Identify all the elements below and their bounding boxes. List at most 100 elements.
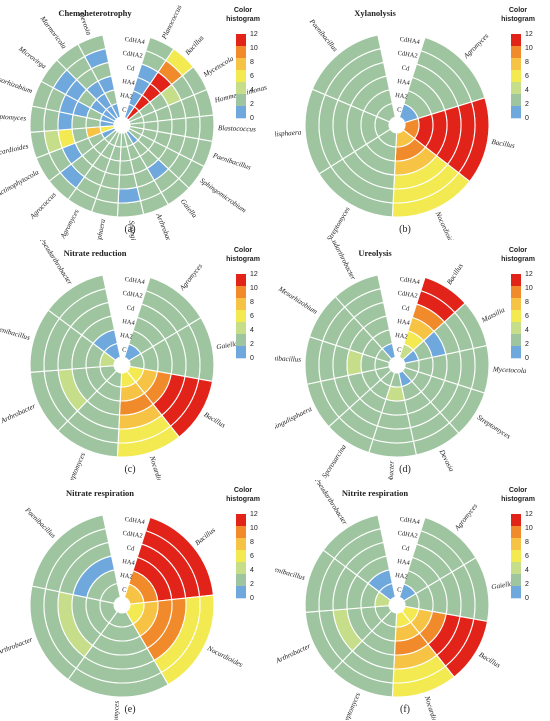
category-label: Streptomyces (340, 691, 363, 720)
chart-title: Chemoheterotrophy (58, 8, 132, 18)
chart-marks: Bacillus Nocardioides Streptomyces Arthroba… (0, 505, 244, 720)
ring-label: HA4 (122, 78, 136, 87)
legend-swatch (236, 346, 246, 359)
legend-tick: 2 (525, 101, 529, 108)
legend-swatch (236, 550, 246, 563)
legend-tick: 0 (525, 115, 529, 122)
legend-swatch (511, 82, 521, 95)
legend-tick: 12 (525, 31, 533, 38)
category-label: Singulisphaera (275, 405, 314, 432)
ring-label: CdHA4 (124, 276, 146, 286)
panel-xylanolysis: Xylanolysis Agromyces Bacillus Nocardioide… (275, 0, 550, 240)
heat-cell (103, 342, 121, 361)
ring-label: CdHA4 (399, 36, 421, 46)
polar-chart-chemoheterotrophy: Chemoheterotrophy PlanococcusBacillusMyc… (0, 4, 268, 240)
legend-swatch (511, 550, 521, 563)
category-label: Agromyces (178, 262, 205, 293)
legend-swatch (236, 322, 246, 335)
legend-swatch (236, 586, 246, 599)
heat-cell (198, 114, 215, 143)
legend-swatch (511, 106, 521, 119)
ring-label: C (397, 586, 402, 594)
legend-tick: 4 (250, 567, 254, 574)
legend-tick: 6 (250, 73, 254, 80)
panel-caption: (c) (124, 464, 135, 475)
legend-swatch (511, 514, 521, 527)
legend-swatch (236, 574, 246, 587)
legend-swatch (236, 106, 246, 119)
legend-tick: 10 (250, 285, 258, 292)
color-legend: Color histogram 12 10 8 6 4 2 0 (226, 7, 260, 122)
category-label: Arthrobacter (0, 402, 37, 426)
legend-tick: 10 (525, 45, 533, 52)
ring-label: HA2 (120, 332, 134, 341)
legend-tick: 6 (250, 313, 254, 320)
legend-tick: 8 (250, 59, 254, 66)
legend-tick: 8 (525, 299, 529, 306)
legend-swatch (511, 34, 521, 47)
legend-tick: 2 (250, 101, 254, 108)
panel-chemoheterotrophy: Chemoheterotrophy Planococcus Bacillus Myc… (0, 0, 275, 240)
legend-swatch (511, 46, 521, 59)
legend-swatch (511, 70, 521, 83)
category-label: Paenibacillus (307, 17, 339, 53)
legend-swatch (236, 274, 246, 287)
legend-tick: 6 (525, 73, 529, 80)
polar-chart-nitrite-respiration: Nitrite respiration Agromyces Gaiella Baci… (275, 480, 535, 720)
ring-label: HA4 (397, 78, 411, 87)
legend-tick: 10 (250, 45, 258, 52)
category-label: Streptomyces (476, 413, 512, 440)
category-label: Nocardioides (0, 142, 29, 159)
legend-title: Color (509, 247, 528, 254)
category-label: Bacillus (202, 411, 226, 430)
category-label: Paenibacillus (275, 563, 306, 582)
legend-tick: 8 (525, 539, 529, 546)
category-label: Microvirga (16, 44, 48, 70)
legend-tick: 2 (250, 341, 254, 348)
category-label: Agromyces (453, 502, 480, 533)
legend-swatch (236, 286, 246, 299)
ring-label: CdHA2 (397, 290, 418, 300)
heat-cell (110, 102, 121, 119)
chart-marks: Agromyces Bacillus Nocardioides Streptomyce… (275, 17, 516, 240)
chart-title: Nitrite respiration (342, 488, 408, 498)
legend-title: histogram (226, 496, 260, 503)
legend-tick: 8 (250, 299, 254, 306)
category-label: Arthrobacter (386, 460, 396, 480)
category-label: Bacillus (477, 651, 501, 670)
heat-cell (378, 582, 396, 601)
category-label: Gaiella (179, 198, 199, 220)
category-label: Devosia (437, 448, 456, 474)
legend-tick: 12 (250, 271, 258, 278)
legend-tick: 12 (250, 31, 258, 38)
heat-cell (99, 582, 121, 604)
legend-swatch (511, 538, 521, 551)
ring-label: HA4 (122, 558, 136, 567)
legend-tick: 8 (525, 59, 529, 66)
legend-swatch (236, 538, 246, 551)
category-label: Blastococcus (218, 124, 256, 133)
color-legend: Color histogram 12 10 8 6 4 2 0 (501, 247, 535, 362)
legend-swatch (236, 526, 246, 539)
ring-label: CdHA2 (122, 50, 143, 60)
category-label: Spongiaesoma (127, 220, 139, 240)
color-legend: Color histogram 12 10 8 6 4 2 0 (226, 487, 260, 602)
legend-tick: 10 (525, 285, 533, 292)
panel-caption: (b) (399, 224, 411, 235)
legend-tick: 4 (250, 87, 254, 94)
category-label: Gaiella (216, 340, 239, 352)
legend-swatch (511, 94, 521, 107)
panel-ureolysis: Ureolysis Bacillus Massilia Mycetocola Stre… (275, 240, 550, 480)
category-label: Mycetocola (492, 365, 527, 375)
chart-marks: Agromyces Gaiella Bacillus Nocardioides Stre… (0, 240, 239, 480)
ring-label: CdHA4 (399, 516, 421, 526)
legend-swatch (511, 286, 521, 299)
heat-cell (117, 186, 142, 204)
legend-tick: 12 (525, 511, 533, 518)
panel-caption: (d) (399, 464, 411, 475)
category-label: Marmoricola (38, 14, 68, 51)
polar-chart-nitrate-respiration: Nitrate respiration Bacillus Nocardioides… (0, 487, 260, 720)
ring-label: C (122, 586, 127, 594)
legend-title: Color (234, 7, 253, 14)
category-label: Bacillus (184, 34, 206, 57)
